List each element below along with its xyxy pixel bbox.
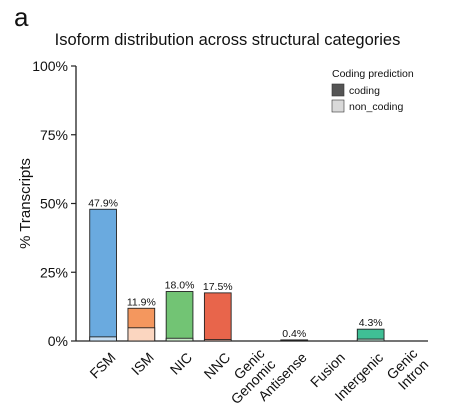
x-tick-label: NIC — [167, 349, 195, 377]
y-tick-label: 25% — [40, 264, 68, 280]
bar-coding-2 — [165, 291, 194, 342]
chart-title: Isoform distribution across structural c… — [54, 31, 401, 49]
x-tick-label: NNC — [201, 349, 234, 382]
legend-swatch-coding — [331, 83, 345, 97]
x-tick-label: FSM — [86, 349, 118, 381]
labels: 47.9%FSM11.9%ISM18.0%NIC17.5%NNCGenicGen… — [86, 197, 431, 407]
legend-swatch-non-coding — [331, 99, 345, 113]
data-label: 47.9% — [88, 197, 118, 209]
legend-label-non-coding: non_coding — [349, 101, 403, 113]
bar-non-coding-7 — [356, 338, 385, 342]
bar-non-coding-2 — [165, 337, 194, 342]
x-tick-label: ISM — [128, 349, 157, 378]
bar-non-coding-5 — [280, 340, 309, 342]
panel-label: a — [14, 2, 29, 32]
y-tick-label: 50% — [40, 196, 68, 212]
y-tick-label: 0% — [48, 333, 68, 349]
data-label: 18.0% — [165, 280, 195, 292]
data-label: 17.5% — [203, 281, 233, 293]
bar-non-coding-0 — [89, 336, 117, 342]
y-axis-title: % Transcripts — [17, 158, 34, 249]
legend-title: Coding prediction — [332, 68, 414, 80]
data-label: 11.9% — [127, 296, 156, 308]
bar-non-coding-1 — [127, 327, 156, 342]
legend-label-coding: coding — [349, 85, 380, 97]
y-tick-label: 100% — [32, 58, 68, 74]
bar-non-coding-3 — [203, 339, 232, 342]
y-tick-label: 75% — [40, 127, 68, 143]
data-label: 0.4% — [282, 328, 306, 340]
data-label: 4.3% — [359, 317, 383, 329]
legend: Coding prediction coding non_coding — [331, 68, 414, 113]
x-tick-label: GenicIntron — [383, 345, 431, 393]
bar-coding-0 — [89, 208, 117, 342]
bar-coding-3 — [203, 292, 232, 342]
bars — [89, 208, 385, 342]
